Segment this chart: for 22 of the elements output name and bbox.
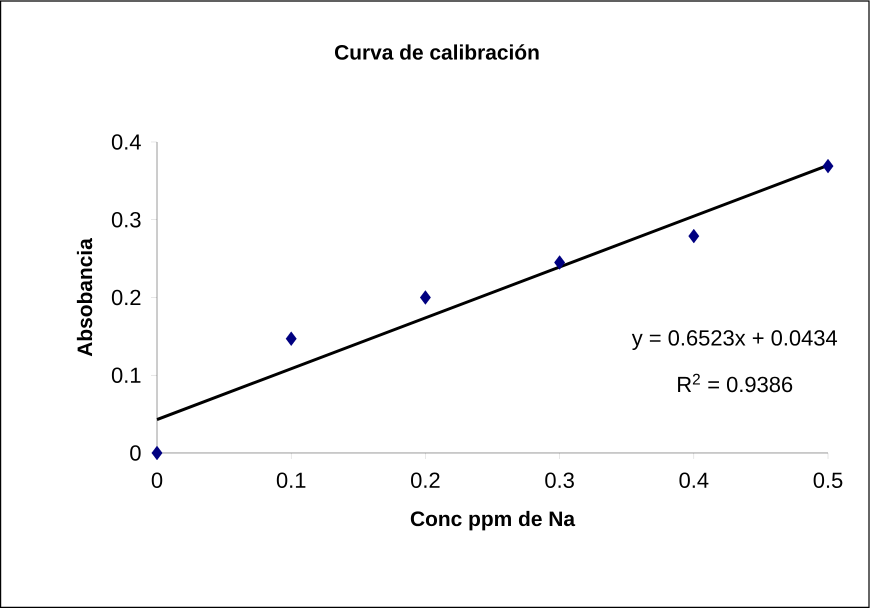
annotation: y = 0.6523x + 0.0434: [632, 330, 838, 350]
y-tick-label: 0.1: [112, 367, 140, 383]
x-tick-label: 0: [152, 472, 162, 488]
point: [822, 158, 834, 174]
point: [554, 255, 566, 270]
x-axis-title: Conc ppm de Na: [410, 510, 576, 530]
point: [152, 446, 162, 460]
point: [286, 331, 297, 346]
x-tick-label: 0.5: [814, 472, 842, 488]
chart-title: Curva de calibración: [334, 44, 539, 60]
y-tick-label: 0.4: [112, 134, 141, 150]
y-axis-title: Absobancia: [76, 238, 92, 356]
annotation: R$^{2}$ = 0.9386: [678, 374, 792, 392]
y-tick-label: 0: [130, 445, 141, 461]
x-tick-label: 0.2: [411, 472, 440, 488]
y-tick-label: 0.3: [112, 212, 141, 228]
x-tick-label: 0.1: [276, 472, 306, 488]
point: [688, 228, 700, 244]
x-tick-label: 0.3: [545, 472, 574, 488]
x-tick-label: 0.4: [679, 472, 708, 488]
point: [420, 290, 431, 305]
y-tick-label: 0.2: [112, 290, 140, 306]
